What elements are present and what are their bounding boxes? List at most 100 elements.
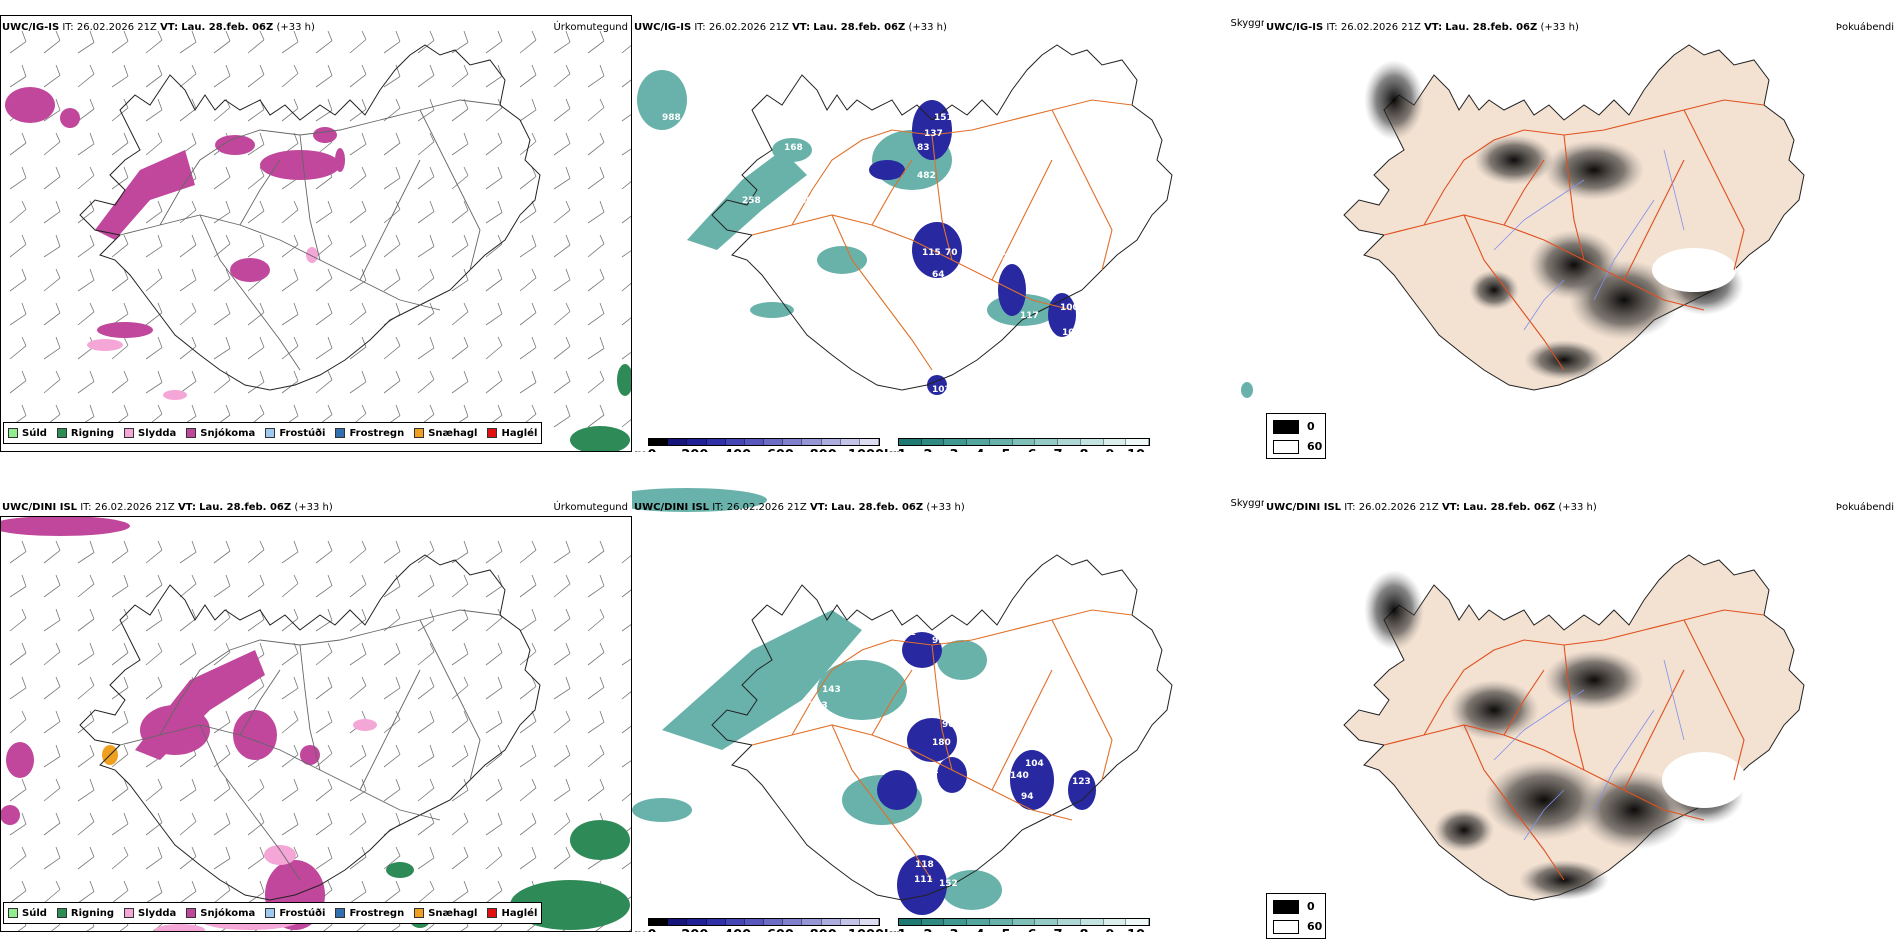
cloudbase-value: 90	[942, 720, 955, 730]
wind-barb	[485, 268, 503, 292]
wind-barb	[77, 710, 95, 734]
wind-barb	[145, 370, 163, 394]
wind-barb	[587, 64, 605, 88]
wind-barb	[247, 574, 265, 598]
legend-swatch	[8, 908, 18, 918]
legend-item-frostúði: Frostúði	[265, 908, 325, 919]
wind-barb	[43, 370, 61, 394]
colorbar-cell	[687, 919, 707, 925]
low-cloudbase-areas	[877, 632, 1096, 915]
cloudbase-value: 123	[809, 701, 828, 711]
wind-barb	[485, 302, 503, 326]
cloudbase-value: 168	[784, 143, 803, 153]
wind-barb	[417, 642, 435, 666]
wind-barb	[451, 30, 469, 54]
wind-barb	[587, 540, 605, 564]
wind-barb	[77, 778, 95, 802]
cloudbase-value: 111	[914, 875, 933, 885]
wind-barb	[179, 336, 197, 360]
colorbar-cell	[989, 439, 1013, 445]
wind-barb	[9, 166, 27, 190]
wind-barb	[485, 200, 503, 224]
wind-barb	[145, 234, 163, 258]
wind-barb	[451, 574, 469, 598]
colorbar-cell	[1080, 439, 1104, 445]
wind-barb	[417, 846, 435, 870]
clear-area	[1662, 752, 1746, 808]
wind-barb	[349, 676, 367, 700]
colorbar-tick: 200	[681, 928, 708, 932]
wind-barb	[179, 200, 197, 224]
wind-barb	[485, 778, 503, 802]
colorbar-tick: 2	[923, 928, 932, 932]
wind-barb	[587, 98, 605, 122]
cloudbase-value: 140	[1010, 771, 1029, 781]
legend-swatch	[186, 908, 197, 918]
panel-field-label: Skyggni	[1230, 18, 1264, 29]
wind-barb	[553, 234, 571, 258]
wind-barb	[145, 642, 163, 666]
colorbar-tick: 600	[767, 928, 794, 932]
wind-barb	[553, 778, 571, 802]
wind-barb	[349, 574, 367, 598]
wind-barb	[553, 200, 571, 224]
wind-barb	[621, 351, 632, 360]
wind-barb	[213, 574, 231, 598]
wind-barb	[179, 370, 197, 394]
wind-barb	[349, 540, 367, 564]
wind-barb	[145, 268, 163, 292]
wind-barb	[9, 234, 27, 258]
panel-field-label: Úrkomutegund	[553, 22, 628, 33]
wind-barb	[383, 676, 401, 700]
wind-barb	[621, 792, 632, 802]
wind-barb	[111, 574, 129, 598]
wind-barb	[553, 166, 571, 190]
wind-barb	[451, 608, 469, 632]
wind-barb	[349, 64, 367, 88]
wind-barb	[587, 336, 605, 360]
wind-barb	[417, 234, 435, 258]
wind-barb	[315, 710, 333, 734]
wind-barb	[553, 30, 571, 54]
clear-area	[1652, 248, 1736, 292]
wind-barb	[111, 710, 129, 734]
wind-barb	[621, 554, 632, 564]
legend-label: Snjókoma	[200, 427, 256, 439]
legend-item-rigning: Rigning	[56, 428, 114, 439]
colorbar-cell	[802, 439, 822, 445]
wind-barb	[621, 725, 632, 734]
legend-label: Slydda	[138, 427, 177, 439]
wind-barb	[417, 64, 435, 88]
fog-index-label: 0	[1307, 420, 1315, 433]
colorbar-cell	[668, 919, 688, 925]
cloudbase-value: 151	[897, 628, 916, 638]
wind-barb	[315, 812, 333, 836]
cloudbase-value: 95	[932, 636, 945, 646]
cloudbase-value: 107	[1022, 263, 1041, 273]
fog-index-shading	[1364, 570, 1744, 900]
wind-barb	[9, 370, 27, 394]
colorbar-cell	[783, 919, 803, 925]
panel-field-label: Skyggni	[1230, 498, 1264, 509]
wind-barb	[77, 574, 95, 598]
wind-barb	[587, 574, 605, 598]
wind-barb	[587, 608, 605, 632]
cloudcover-map	[1264, 0, 1900, 452]
colorbar-cell	[967, 439, 990, 445]
wind-barb	[213, 642, 231, 666]
wind-barb	[179, 574, 197, 598]
cloudbase-value: 117	[1020, 311, 1039, 321]
fog-index-label: 60	[1307, 920, 1323, 933]
wind-barb	[383, 370, 401, 394]
wind-barb	[417, 778, 435, 802]
colorbar-cell	[764, 439, 784, 445]
cloudbase-value: 258	[742, 196, 761, 206]
wind-barb	[519, 574, 537, 598]
colorbar-tick: 2	[923, 448, 932, 452]
wind-barb	[417, 880, 435, 904]
wind-barbs	[9, 540, 632, 932]
wind-barb	[9, 812, 27, 836]
wind-barb	[179, 778, 197, 802]
wind-barb	[553, 98, 571, 122]
